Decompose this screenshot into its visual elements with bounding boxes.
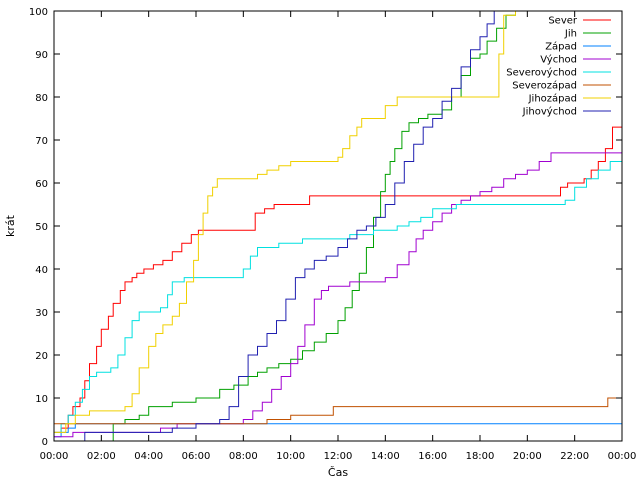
- y-tick-label: 20: [35, 351, 48, 362]
- x-tick-label: 00:00: [608, 451, 637, 462]
- y-tick-label: 90: [35, 50, 48, 61]
- x-tick-label: 00:00: [40, 451, 69, 462]
- x-tick-label: 06:00: [182, 451, 211, 462]
- x-tick-label: 18:00: [466, 451, 495, 462]
- legend-label: Jihozápad: [528, 93, 577, 105]
- x-tick-label: 22:00: [560, 451, 589, 462]
- y-tick-label: 30: [35, 308, 48, 319]
- y-tick-label: 70: [35, 136, 48, 147]
- legend-label: Jihovýchod: [522, 106, 577, 118]
- legend: Sever JihZápadVýchodSeverovýchodSeverozáp…: [506, 16, 611, 118]
- legend-label: Západ: [545, 41, 577, 53]
- axis-ticks: 0 10 20 30 40 50 60 70 80 90 100 00:00 02:00 04:00 06:…: [29, 7, 637, 462]
- legend-label: Jih: [564, 29, 577, 40]
- series-line: [54, 126, 622, 433]
- y-tick-label: 40: [35, 265, 48, 276]
- series-line: [54, 11, 622, 433]
- series-line: [54, 140, 622, 433]
- x-axis-label: Čas: [328, 466, 348, 479]
- x-tick-label: 12:00: [324, 451, 353, 462]
- legend-label: Sever: [548, 16, 578, 27]
- series-line: [54, 423, 622, 438]
- series-line: [54, 148, 622, 438]
- x-tick-label: 20:00: [513, 451, 542, 462]
- legend-label: Severozápad: [512, 80, 577, 92]
- legend-label: Severovýchod: [506, 67, 577, 79]
- legend-label: Východ: [540, 54, 577, 66]
- x-tick-label: 10:00: [276, 451, 305, 462]
- y-tick-label: 60: [35, 179, 48, 190]
- plot-lines: [54, 11, 622, 441]
- y-tick-label: 50: [35, 222, 48, 233]
- x-tick-label: 08:00: [229, 451, 258, 462]
- y-tick-label: 10: [35, 394, 48, 405]
- x-tick-label: 14:00: [371, 451, 400, 462]
- y-tick-label: 100: [29, 7, 48, 18]
- x-tick-label: 16:00: [418, 451, 447, 462]
- y-tick-label: 0: [42, 437, 48, 448]
- series-line: [54, 11, 622, 441]
- y-tick-label: 80: [35, 93, 48, 104]
- x-tick-label: 04:00: [134, 451, 163, 462]
- y-axis-label: krát: [4, 214, 17, 237]
- x-tick-label: 02:00: [87, 451, 116, 462]
